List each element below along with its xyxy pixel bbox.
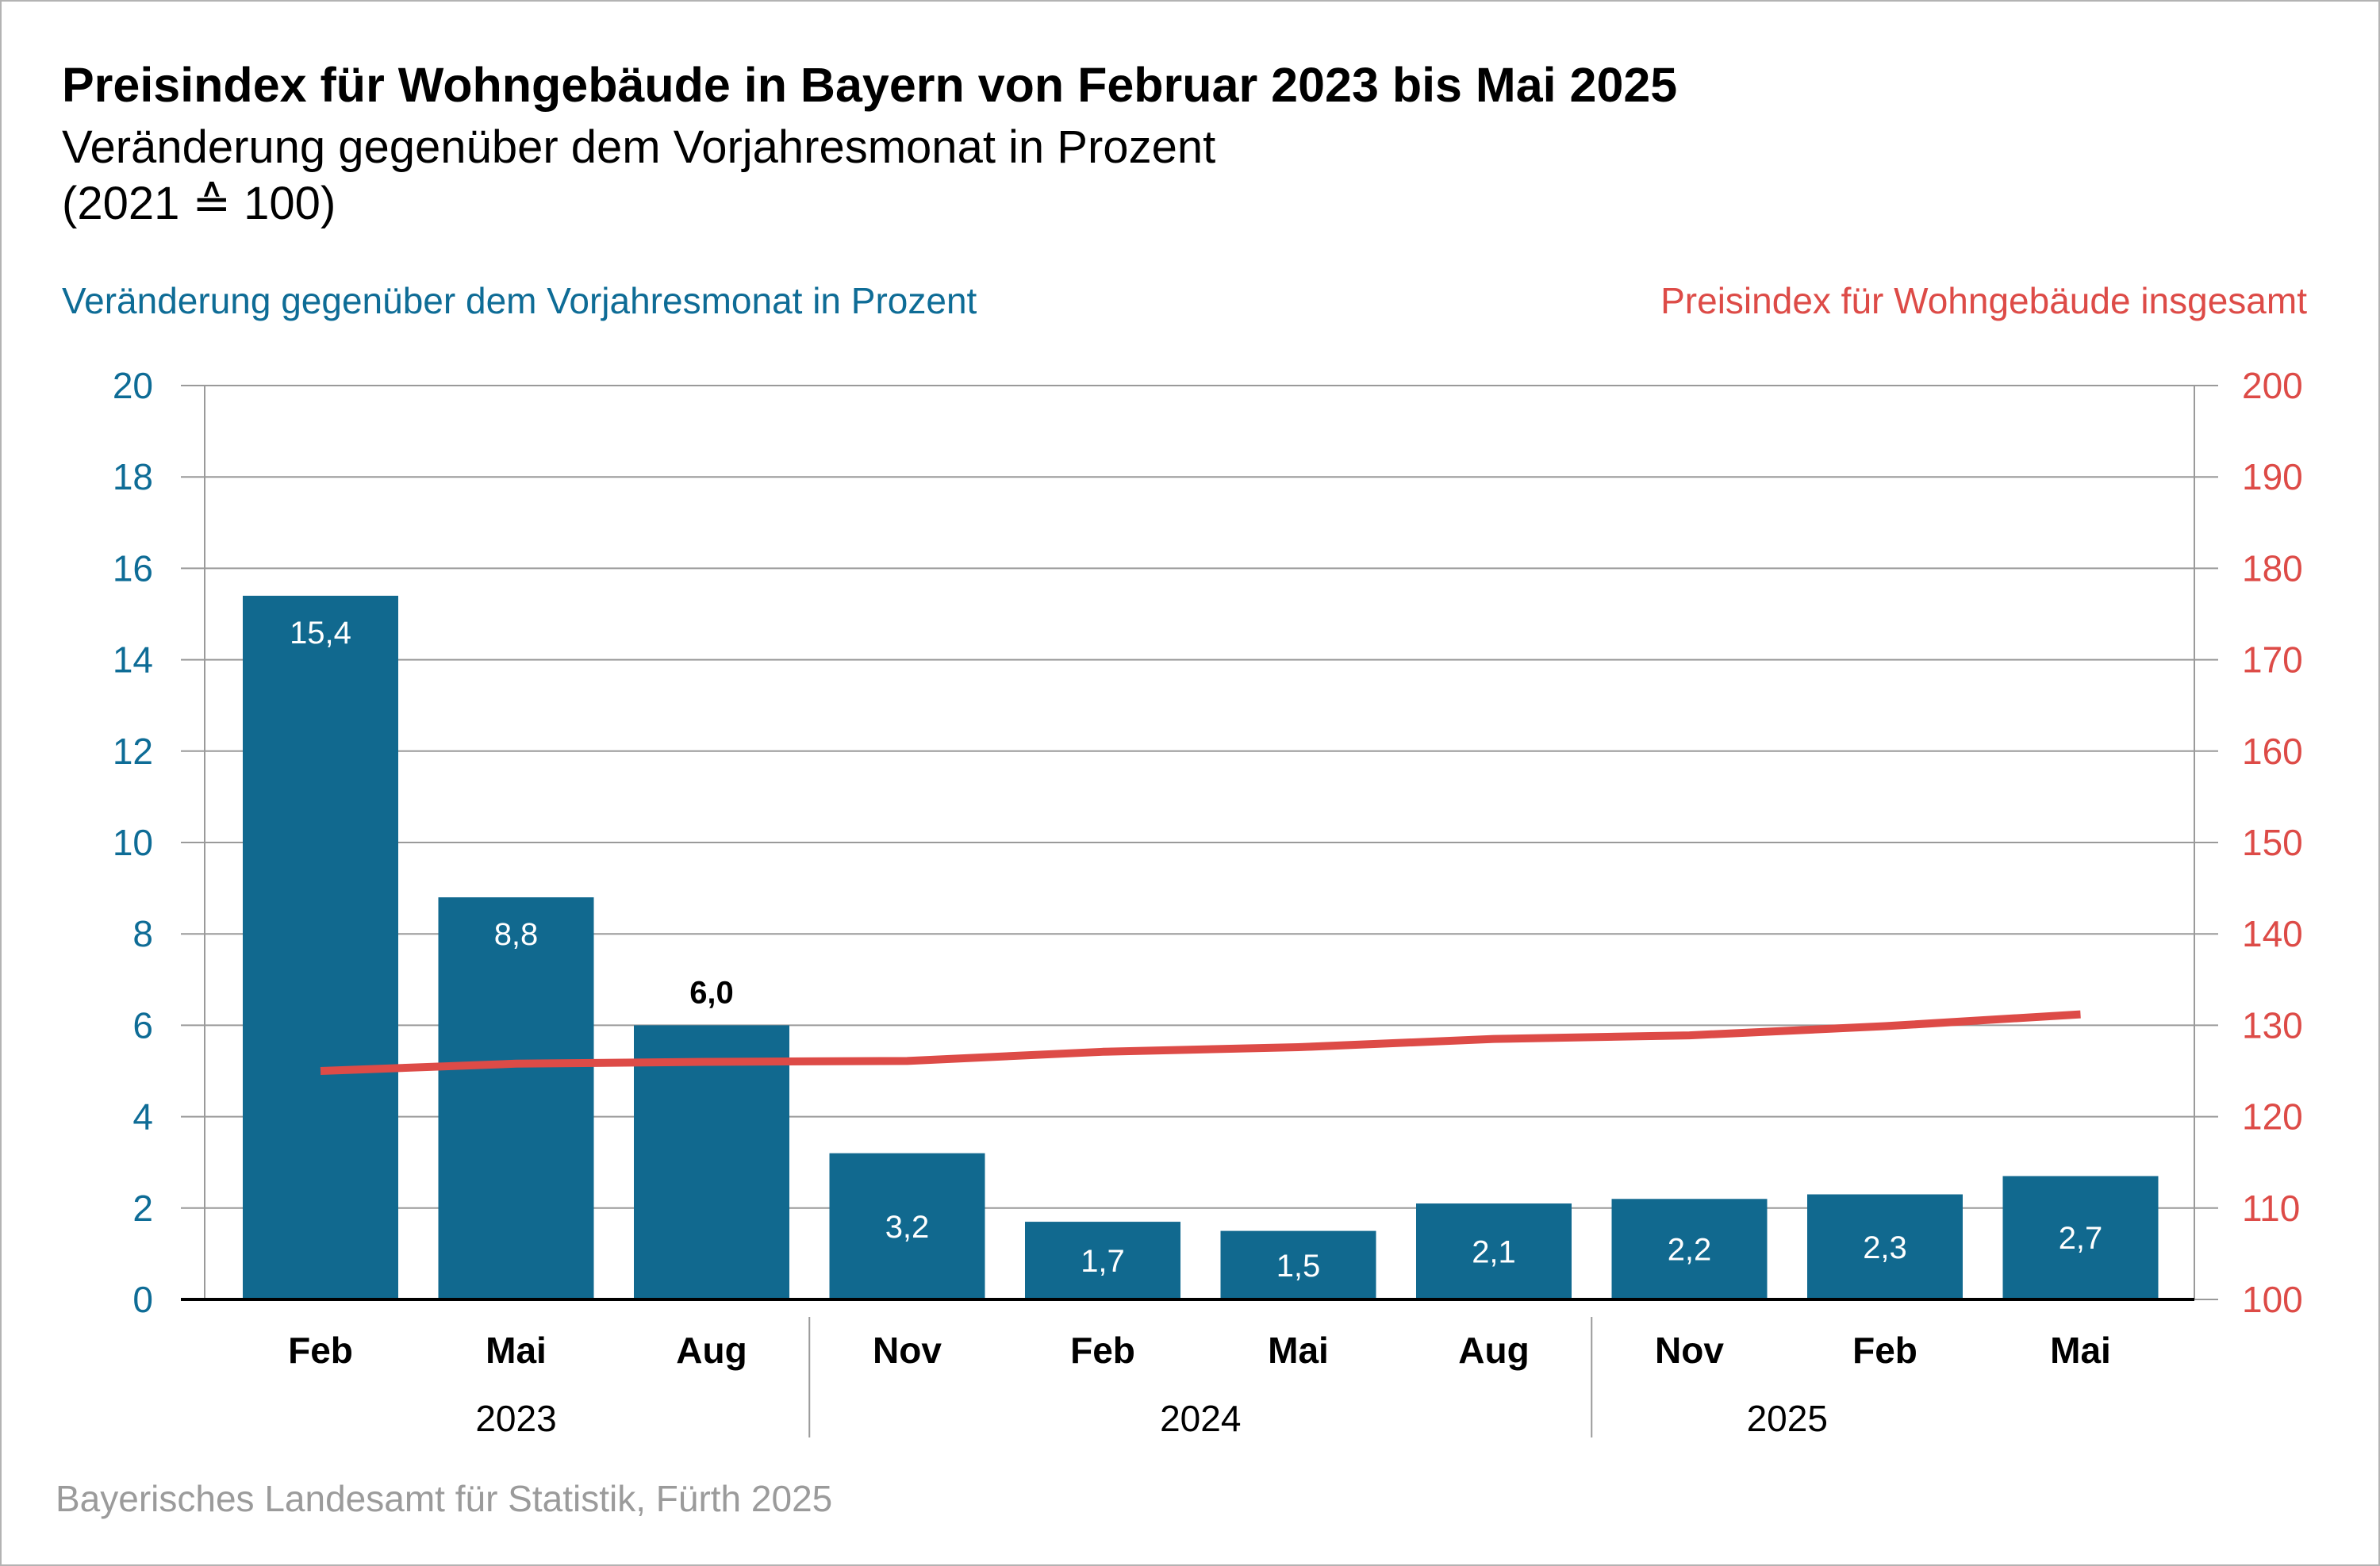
x-axis-tick-label: Nov — [1655, 1330, 1724, 1371]
bar — [634, 1025, 789, 1299]
right-axis-tick-label: 190 — [2242, 456, 2303, 497]
bar — [1220, 1230, 1376, 1299]
bar-data-label: 6,0 — [689, 975, 734, 1010]
bar-data-label: 3,2 — [885, 1210, 930, 1245]
right-axis-tick-label: 160 — [2242, 731, 2303, 772]
x-axis-tick-label: Mai — [1268, 1330, 1329, 1371]
right-axis-tick-label: 130 — [2242, 1004, 2303, 1046]
left-axis-tick-label: 0 — [132, 1279, 153, 1320]
left-axis-tick-label: 18 — [113, 456, 153, 497]
left-axis-tick-label: 4 — [132, 1096, 153, 1138]
right-axis-tick-label: 200 — [2242, 365, 2303, 406]
bar-data-label: 8,8 — [494, 917, 539, 952]
left-axis-tick-label: 10 — [113, 822, 153, 863]
bar — [243, 595, 398, 1299]
x-axis-tick-label: Aug — [676, 1330, 747, 1371]
bar-data-label: 1,7 — [1081, 1244, 1125, 1279]
bar-data-label: 2,1 — [1472, 1235, 1516, 1270]
x-axis-tick-label: Feb — [1852, 1330, 1917, 1371]
x-axis-tick-label: Aug — [1458, 1330, 1529, 1371]
bar — [1416, 1203, 1572, 1299]
right-axis-tick-label: 150 — [2242, 822, 2303, 863]
right-axis-tick-label: 180 — [2242, 547, 2303, 589]
bar-data-label: 1,5 — [1276, 1249, 1321, 1284]
bar-data-label: 2,7 — [2059, 1221, 2103, 1256]
bar-data-label: 15,4 — [290, 616, 351, 651]
left-axis-tick-label: 14 — [113, 639, 153, 681]
bar — [438, 897, 594, 1299]
left-axis-tick-label: 6 — [132, 1004, 153, 1046]
bar — [829, 1153, 985, 1299]
year-group-label: 2024 — [1160, 1398, 1241, 1439]
x-axis-tick-label: Mai — [2050, 1330, 2111, 1371]
base-year-note: (2021 ≙ 100) — [62, 178, 336, 229]
index-line — [320, 1010, 2081, 1075]
left-axis-tick-label: 2 — [132, 1188, 153, 1229]
bar — [1807, 1194, 1963, 1299]
bar — [1611, 1199, 1768, 1299]
left-axis-tick-label: 12 — [113, 731, 153, 772]
bar-data-label: 2,3 — [1863, 1230, 1907, 1265]
x-axis-tick-label: Mai — [486, 1330, 547, 1371]
left-axis-tick-label: 8 — [132, 913, 153, 954]
bar — [1025, 1222, 1180, 1299]
year-group-label: 2025 — [1747, 1398, 1828, 1439]
right-axis-tick-label: 110 — [2242, 1188, 2300, 1229]
x-axis-tick-label: Feb — [1070, 1330, 1135, 1371]
left-axis-tick-label: 16 — [113, 547, 153, 589]
right-axis-tick-label: 140 — [2242, 913, 2303, 954]
x-axis-tick-label: Nov — [873, 1330, 942, 1371]
bar — [2002, 1176, 2159, 1299]
left-axis-title: Veränderung gegenüber dem Vorjahresmonat… — [62, 280, 977, 321]
right-axis-tick-label: 120 — [2242, 1096, 2303, 1138]
chart-title: Preisindex für Wohngebäude in Bayern von… — [62, 58, 1678, 112]
bar-data-label: 2,2 — [1668, 1233, 1712, 1268]
right-axis-title: Preisindex für Wohngebäude insgesamt — [1660, 280, 2307, 321]
year-group-label: 2023 — [475, 1398, 556, 1439]
source-note: Bayerisches Landesamt für Statistik, Für… — [56, 1478, 833, 1519]
right-axis-tick-label: 100 — [2242, 1279, 2303, 1320]
right-axis-tick-label: 170 — [2242, 639, 2303, 681]
left-axis-tick-label: 20 — [113, 365, 153, 406]
chart-subtitle: Veränderung gegenüber dem Vorjahresmonat… — [62, 121, 1216, 173]
x-axis-tick-label: Feb — [288, 1330, 353, 1371]
